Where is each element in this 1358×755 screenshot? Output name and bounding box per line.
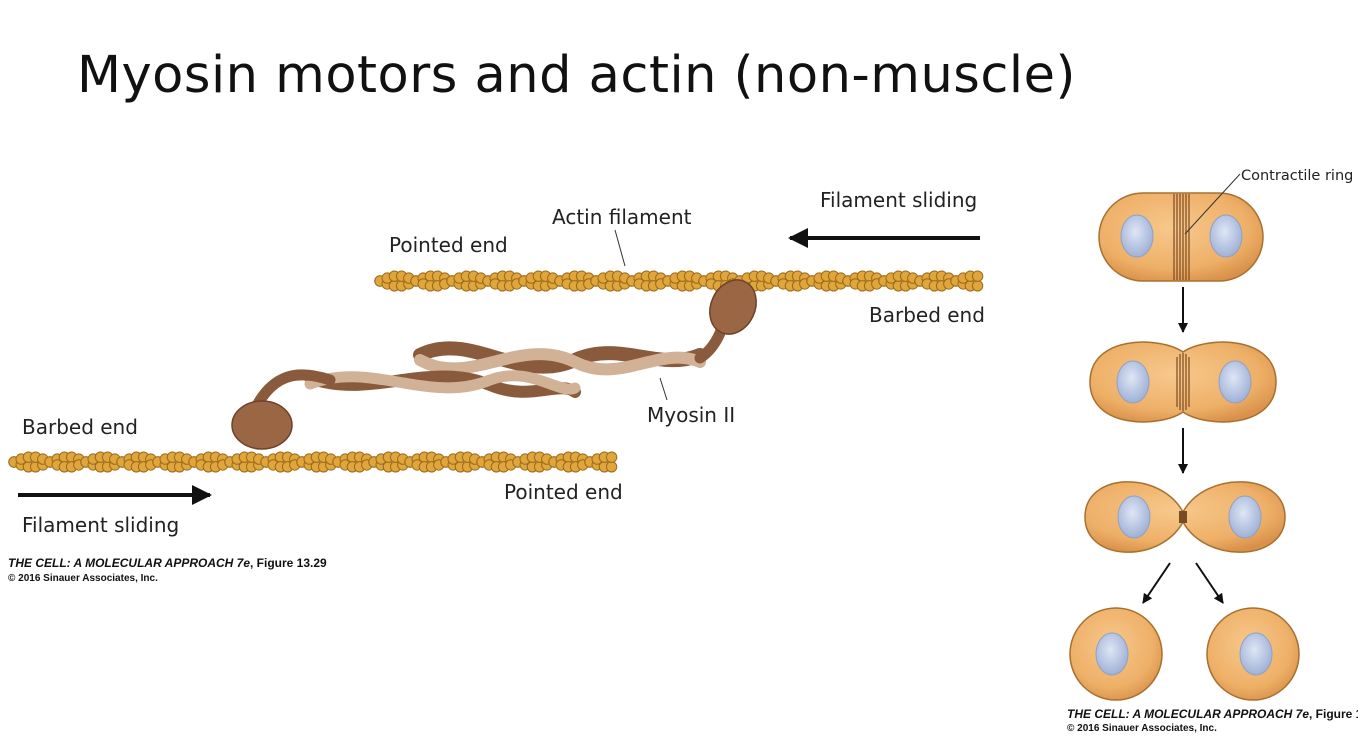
cell-stage-2 [1089,341,1277,423]
actin-filament-bottom [8,451,618,473]
sliding-filament-figure: Actin filament Pointed end Filament slid… [8,188,985,584]
nucleus [1239,632,1273,676]
nucleus [1218,360,1252,404]
contractile-ring-bands [1176,353,1190,411]
actin-monomer [605,451,618,463]
arrow-stage-3-4-right [1195,562,1224,604]
caption-13-29: THE CELL: A MOLECULAR APPROACH 7e, Figur… [8,556,327,570]
label-contractile-ring: Contractile ring [1241,168,1353,184]
contractile-ring-leader [1184,173,1241,235]
actin-filament-top [374,270,984,292]
label-actin-filament: Actin filament [552,205,692,229]
label-bottom-filament-sliding: Filament sliding [22,513,179,537]
nucleus [1209,214,1243,258]
nucleus [1116,360,1150,404]
caption-13-30: THE CELL: A MOLECULAR APPROACH 7e, Figur… [1067,707,1358,721]
actin-monomer [605,461,618,473]
nucleus [1228,495,1262,539]
slide-title: Myosin motors and actin (non-muscle) [77,46,1076,105]
nucleus [1117,495,1151,539]
cell-stage-3 [1084,481,1286,553]
label-top-filament-sliding: Filament sliding [820,188,977,212]
label-top-pointed-end: Pointed end [389,233,508,257]
actin-filament-leader [614,229,626,267]
caption-13-29-figure: , Figure 13.29 [250,556,327,570]
cell-stage-1 [1098,192,1264,282]
arrow-stage-3-4-left [1142,562,1171,604]
contractile-ring-bands [1173,194,1190,280]
caption-13-30-copyright: © 2016 Sinauer Associates, Inc. [1067,723,1217,734]
nucleus [1120,214,1154,258]
caption-13-29-book: THE CELL: A MOLECULAR APPROACH 7e [8,556,250,570]
actin-monomer [971,280,984,292]
label-bottom-barbed-end: Barbed end [22,415,138,439]
cytokinesis-figure: Contractile ring [1067,168,1358,734]
caption-13-30-book: THE CELL: A MOLECULAR APPROACH 7e [1067,707,1309,721]
caption-13-29-copyright: © 2016 Sinauer Associates, Inc. [8,573,158,584]
contractile-ring-remnant [1179,511,1187,523]
myosin-head-right [709,279,757,335]
cell-stage-4 [1069,607,1300,701]
label-bottom-pointed-end: Pointed end [504,480,623,504]
caption-13-30-figure: , Figure 13.30 [1309,707,1358,721]
myosin-head-left [231,400,293,450]
nucleus [1095,632,1129,676]
label-top-barbed-end: Barbed end [869,303,985,327]
myosin-ii-filament [231,279,757,450]
actin-monomer [971,270,984,282]
myosin-leader [659,377,668,401]
label-myosin-ii: Myosin II [647,403,735,427]
